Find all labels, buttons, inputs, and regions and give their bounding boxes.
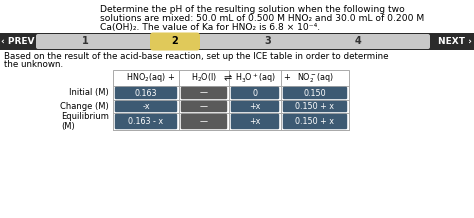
- FancyBboxPatch shape: [181, 101, 227, 112]
- Text: —: —: [200, 117, 208, 126]
- Text: Based on the result of the acid-base reaction, set up the ICE table in order to : Based on the result of the acid-base rea…: [4, 52, 389, 61]
- Text: —: —: [200, 102, 208, 111]
- FancyBboxPatch shape: [181, 87, 227, 99]
- FancyBboxPatch shape: [231, 101, 279, 112]
- FancyBboxPatch shape: [0, 33, 474, 50]
- Text: Change (M): Change (M): [60, 102, 109, 111]
- Text: $\rightleftharpoons$: $\rightleftharpoons$: [222, 73, 233, 83]
- FancyBboxPatch shape: [150, 32, 200, 51]
- FancyBboxPatch shape: [231, 114, 279, 129]
- Text: NO$_2^-$(aq): NO$_2^-$(aq): [297, 71, 334, 85]
- FancyBboxPatch shape: [115, 114, 177, 129]
- Text: —: —: [200, 89, 208, 97]
- Text: solutions are mixed: 50.0 mL of 0.500 M HNO₂ and 30.0 mL of 0.200 M: solutions are mixed: 50.0 mL of 0.500 M …: [100, 14, 424, 23]
- Text: Ca(OH)₂. The value of Ka for HNO₂ is 6.8 × 10⁻⁴.: Ca(OH)₂. The value of Ka for HNO₂ is 6.8…: [100, 23, 320, 32]
- Text: +: +: [283, 73, 291, 82]
- Text: H$_2$O(l): H$_2$O(l): [191, 72, 217, 84]
- Text: 0.150 + x: 0.150 + x: [295, 102, 335, 111]
- Text: +x: +x: [249, 102, 261, 111]
- Text: the unknown.: the unknown.: [4, 60, 63, 69]
- Text: 0.150 + x: 0.150 + x: [295, 117, 335, 126]
- Text: +x: +x: [249, 117, 261, 126]
- Text: 1: 1: [82, 36, 88, 46]
- Text: -x: -x: [142, 102, 150, 111]
- Text: ‹ PREV: ‹ PREV: [1, 37, 35, 46]
- Text: Determine the pH of the resulting solution when the following two: Determine the pH of the resulting soluti…: [100, 5, 405, 14]
- Text: 0.163 - x: 0.163 - x: [128, 117, 164, 126]
- Text: 4: 4: [355, 36, 361, 46]
- Text: HNO$_2$(aq): HNO$_2$(aq): [126, 72, 166, 85]
- Text: 0: 0: [253, 89, 257, 97]
- Text: 3: 3: [264, 36, 272, 46]
- FancyBboxPatch shape: [181, 114, 227, 129]
- FancyBboxPatch shape: [115, 87, 177, 99]
- Text: +: +: [168, 73, 174, 82]
- FancyBboxPatch shape: [283, 87, 347, 99]
- Text: 0.150: 0.150: [304, 89, 326, 97]
- FancyBboxPatch shape: [283, 101, 347, 112]
- FancyBboxPatch shape: [36, 34, 430, 49]
- Text: Equilibrium
(M): Equilibrium (M): [61, 112, 109, 131]
- Text: Initial (M): Initial (M): [69, 89, 109, 97]
- FancyBboxPatch shape: [283, 114, 347, 129]
- Text: 0.163: 0.163: [135, 89, 157, 97]
- Bar: [113, 70, 349, 130]
- FancyBboxPatch shape: [115, 101, 177, 112]
- FancyBboxPatch shape: [231, 87, 279, 99]
- Text: NEXT ›: NEXT ›: [438, 37, 472, 46]
- Text: H$_3$O$^+$(aq): H$_3$O$^+$(aq): [235, 71, 275, 85]
- Text: 2: 2: [172, 36, 178, 46]
